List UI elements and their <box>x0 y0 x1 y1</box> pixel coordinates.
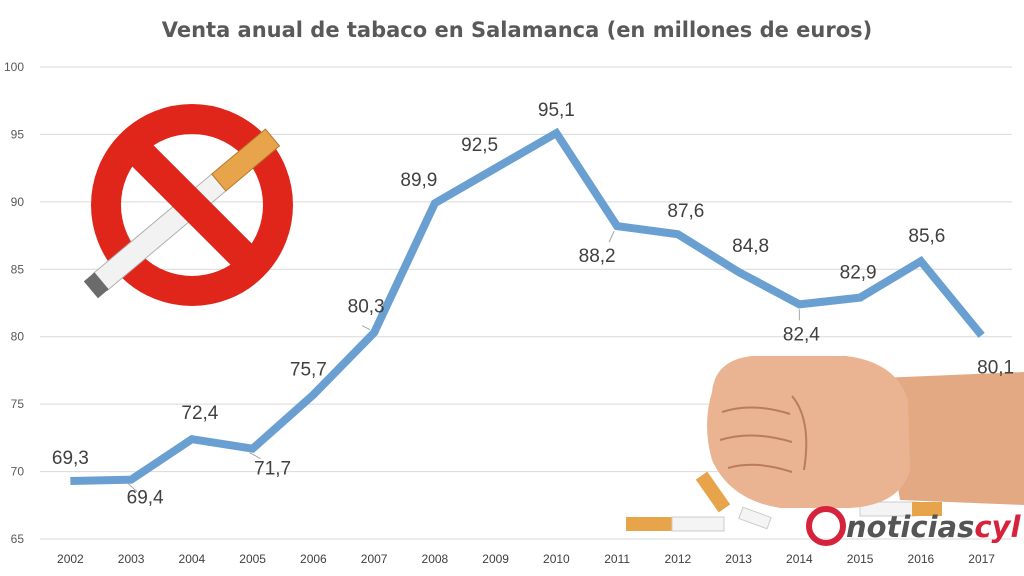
x-tick-label: 2015 <box>847 552 874 566</box>
label-leaders <box>127 230 800 493</box>
data-label: 92,5 <box>461 135 498 156</box>
data-label: 69,4 <box>127 488 164 509</box>
x-tick-label: 2009 <box>482 552 509 566</box>
y-tick-label: 90 <box>11 195 25 209</box>
y-tick-label: 65 <box>11 532 25 546</box>
series-line <box>70 127 985 486</box>
data-label: 89,9 <box>400 170 437 191</box>
data-label: 85,6 <box>908 226 945 247</box>
label-leader-line <box>361 325 371 331</box>
y-tick-label: 100 <box>4 60 24 74</box>
x-tick-label: 2010 <box>543 552 570 566</box>
noticiascyl-logo: noticiascyl <box>806 506 1021 546</box>
data-label: 80,1 <box>977 357 1014 378</box>
logo-text-accent: cyl <box>974 510 1021 544</box>
x-tick-label: 2007 <box>361 552 388 566</box>
y-axis-ticks: 65 70 75 80 85 90 95 100 <box>4 60 24 546</box>
label-leader-line <box>249 452 261 460</box>
svg-text:noticiascyl: noticiascyl <box>846 510 1021 544</box>
data-label: 72,4 <box>181 403 218 424</box>
x-tick-label: 2005 <box>239 552 266 566</box>
x-tick-label: 2004 <box>179 552 206 566</box>
y-tick-label: 85 <box>11 262 25 276</box>
data-labels: 69,3 69,4 72,4 71,7 75,7 80,3 89,9 92,5 95,1 88,2… <box>52 100 1014 509</box>
x-tick-label: 2014 <box>786 552 813 566</box>
data-label: 87,6 <box>667 201 704 222</box>
data-label: 88,2 <box>579 246 616 267</box>
y-tick-label: 75 <box>11 397 25 411</box>
y-tick-label: 95 <box>11 127 25 141</box>
data-label: 69,3 <box>52 448 89 469</box>
y-tick-label: 70 <box>11 465 25 479</box>
x-axis-ticks: 2002 2003 2004 2005 2006 2007 2008 2009 2010 2011… <box>57 552 995 566</box>
x-tick-label: 2016 <box>908 552 935 566</box>
data-label: 82,9 <box>840 263 877 284</box>
x-tick-label: 2008 <box>422 552 449 566</box>
x-tick-label: 2011 <box>604 552 630 566</box>
data-label: 84,8 <box>732 236 769 257</box>
x-tick-label: 2017 <box>968 552 995 566</box>
label-leader-line <box>608 230 615 243</box>
label-leader-line <box>127 483 138 493</box>
chart-title: Venta anual de tabaco en Salamanca (en m… <box>162 18 873 42</box>
fist-crushing-cigarettes-illustration <box>626 356 1024 532</box>
no-smoking-sign-icon <box>83 104 293 306</box>
logo-text-main: noticias <box>846 510 974 544</box>
x-tick-label: 2012 <box>665 552 692 566</box>
data-label: 75,7 <box>290 360 327 381</box>
x-tick-label: 2002 <box>57 552 84 566</box>
series-line-path <box>70 127 985 486</box>
x-tick-label: 2013 <box>725 552 752 566</box>
y-tick-label: 80 <box>11 330 25 344</box>
x-tick-label: 2006 <box>300 552 327 566</box>
x-tick-label: 2003 <box>118 552 145 566</box>
data-label: 71,7 <box>254 459 291 480</box>
data-label: 80,3 <box>348 297 385 318</box>
data-label: 82,4 <box>783 324 820 345</box>
data-label: 95,1 <box>538 100 575 121</box>
